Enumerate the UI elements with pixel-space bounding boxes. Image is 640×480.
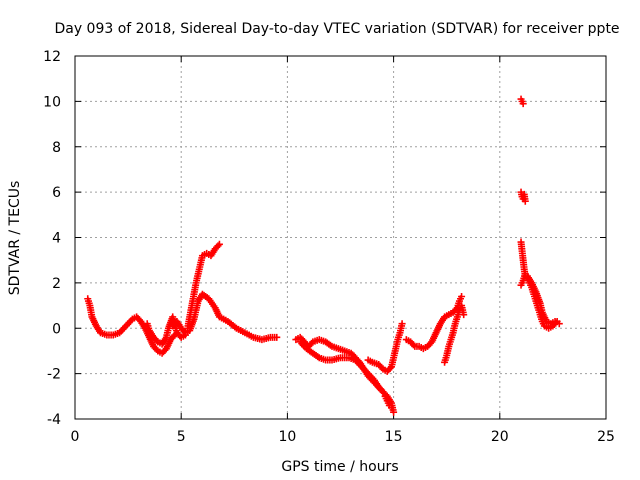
series-seg4 [184, 240, 223, 332]
x-axis-label: GPS time / hours [281, 459, 398, 475]
series-seg12 [517, 270, 559, 328]
point-marker [521, 197, 529, 205]
x-tick-label: 25 [597, 429, 615, 445]
grid [75, 56, 606, 419]
x-tick-label: 20 [491, 429, 509, 445]
y-tick-label: 10 [43, 94, 61, 110]
point-marker [152, 345, 160, 353]
point-marker [390, 408, 398, 416]
y-tick-label: 8 [52, 140, 61, 156]
chart-title: Day 093 of 2018, Sidereal Day-to-day VTE… [54, 21, 619, 37]
y-tick-label: 0 [52, 321, 61, 337]
point-marker [387, 404, 395, 412]
x-tick-label: 15 [385, 429, 403, 445]
series-seg13 [517, 188, 529, 205]
point-marker [215, 240, 223, 248]
tick-labels: 0 5 10 15 20 25 -4 -2 0 2 4 6 8 10 12 [43, 49, 615, 445]
point-marker [519, 100, 527, 108]
plot-frame [74, 55, 607, 420]
point-marker [386, 364, 394, 372]
point-marker [307, 339, 315, 347]
y-tick-label: -2 [47, 367, 61, 383]
x-tick-label: 10 [278, 429, 296, 445]
point-marker [458, 292, 466, 300]
data-points [84, 95, 563, 416]
series-seg7 [364, 320, 406, 375]
x-tick-label: 0 [71, 429, 80, 445]
y-tick-label: -4 [47, 412, 61, 428]
y-tick-label: 12 [43, 49, 61, 65]
series-seg1 [84, 295, 179, 357]
point-marker [555, 320, 563, 328]
y-axis-label: SDTVAR / TECUs [7, 181, 23, 296]
point-marker [460, 311, 468, 319]
series-seg8 [381, 392, 395, 412]
series-seg2 [143, 313, 189, 348]
series-seg3 [169, 290, 281, 344]
point-marker [214, 242, 222, 250]
series-seg14 [517, 95, 527, 108]
point-marker [398, 320, 406, 328]
y-tick-label: 4 [52, 231, 61, 247]
point-marker [551, 317, 559, 325]
point-marker [378, 364, 386, 372]
x-tick-label: 5 [177, 429, 186, 445]
y-tick-label: 6 [52, 185, 61, 201]
series-seg9 [402, 292, 466, 353]
y-tick-label: 2 [52, 276, 61, 292]
series-seg10 [441, 302, 468, 366]
point-marker [409, 341, 417, 349]
point-marker [152, 336, 160, 344]
point-marker [273, 333, 281, 341]
point-marker [169, 333, 177, 341]
